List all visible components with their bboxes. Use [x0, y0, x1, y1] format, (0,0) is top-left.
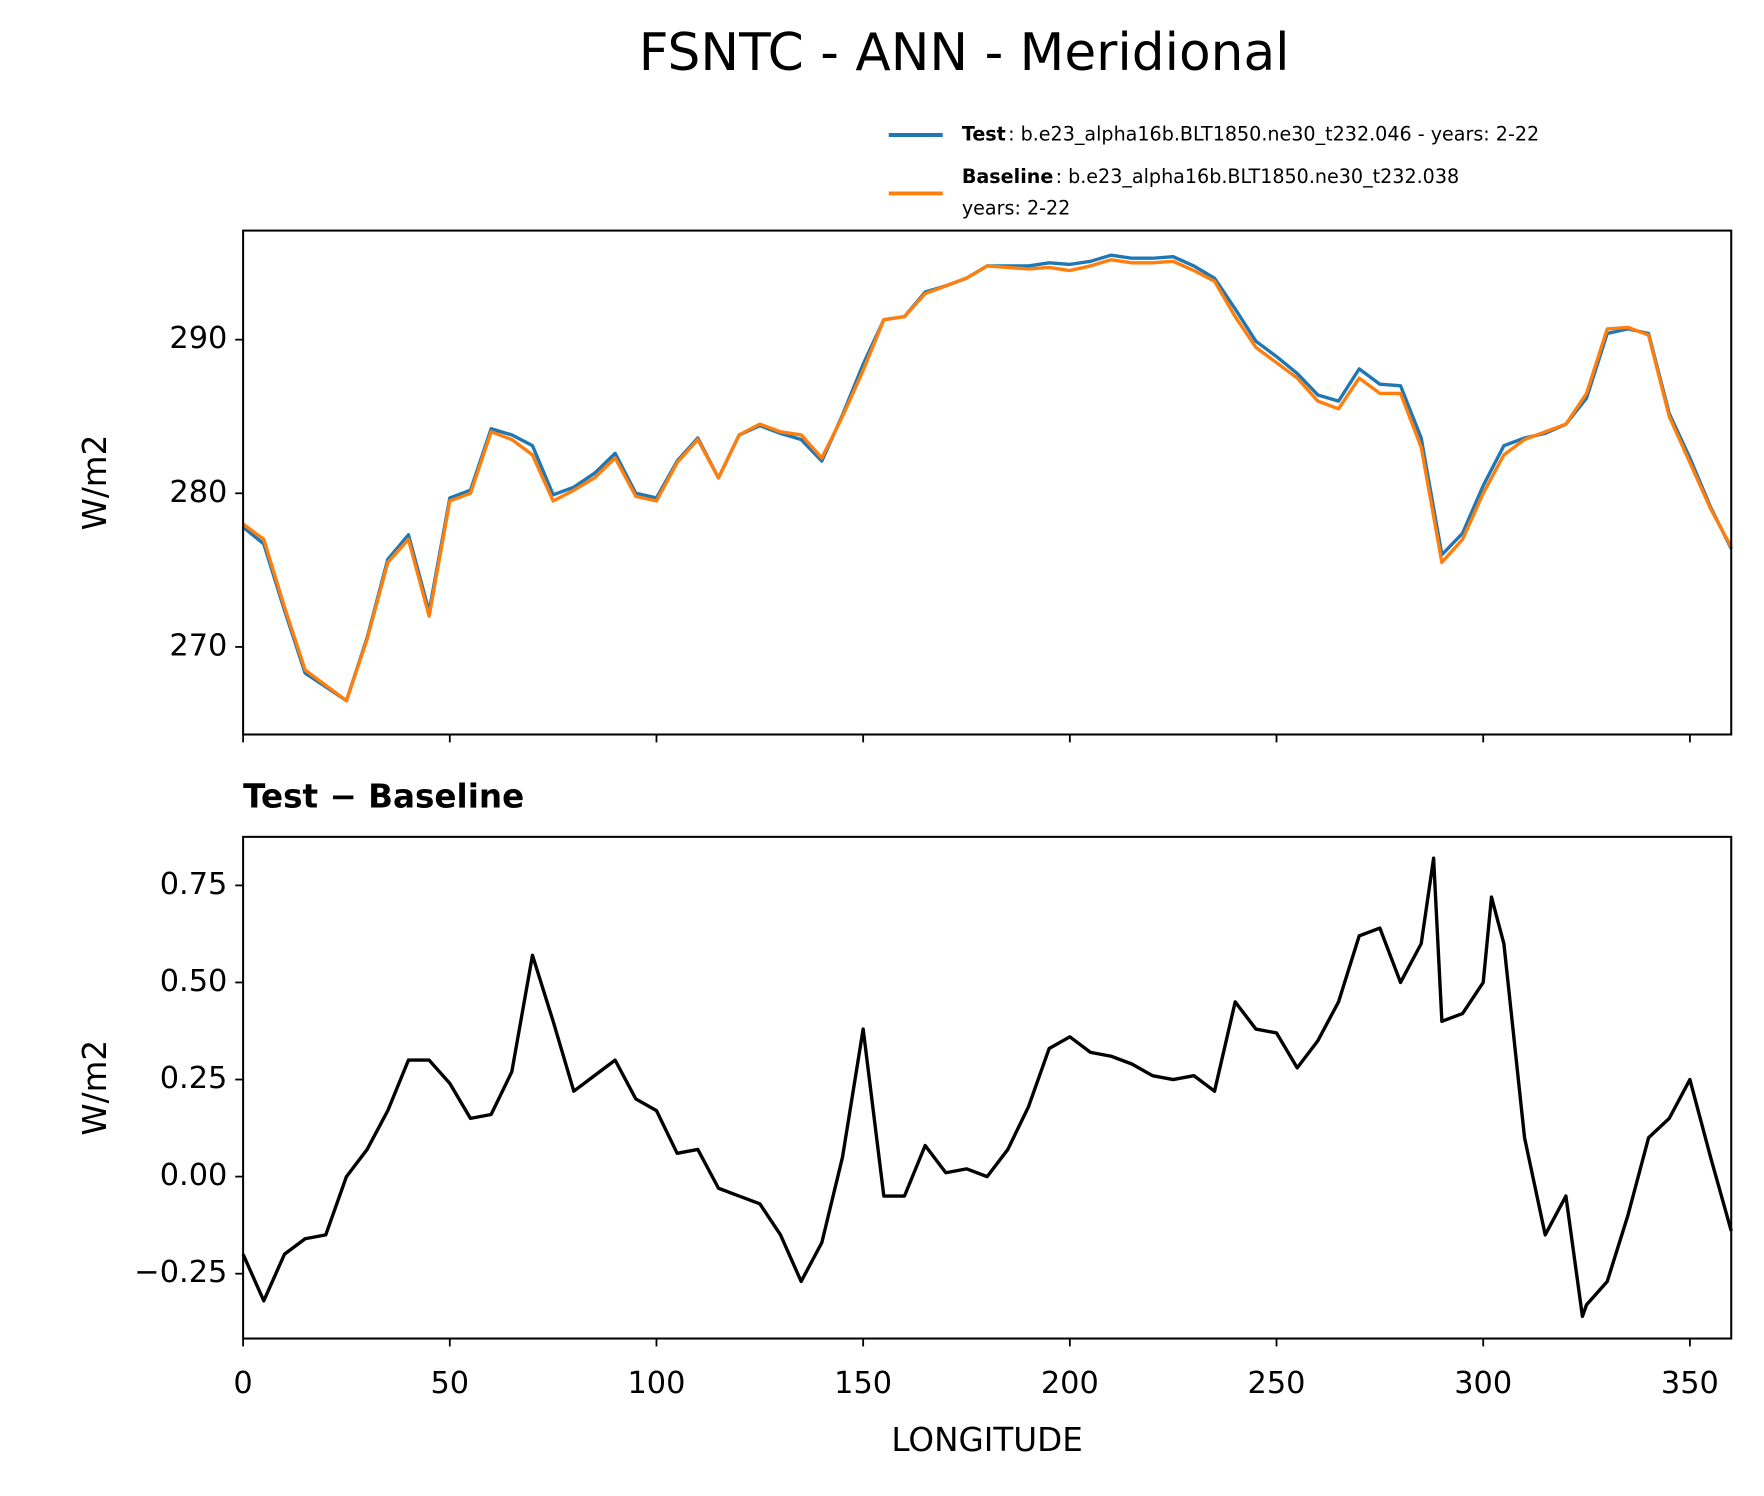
subplot-title: Test − Baseline [243, 778, 524, 816]
x-tick-label: 0 [233, 1366, 252, 1401]
y-tick-label: 290 [169, 321, 227, 356]
plot-frame [242, 835, 1733, 1340]
x-tick-label: 350 [1661, 1366, 1719, 1401]
y-tick-label: 280 [169, 475, 227, 510]
y-tick-label: 0.50 [160, 964, 228, 999]
plot-frame [242, 229, 1733, 736]
x-tick-label: 50 [430, 1366, 469, 1401]
x-tick-label: 250 [1248, 1366, 1306, 1401]
x-axis-label: LONGITUDE [891, 1421, 1082, 1459]
y-axis-label: W/m2 [76, 435, 114, 531]
legend-name: Test [962, 122, 1006, 145]
legend-text: years: 2-22 [962, 197, 1070, 220]
legend-text: : b.e23_alpha16b.BLT1850.ne30_t232.038 [1056, 165, 1460, 188]
y-tick-label: 0.25 [160, 1061, 228, 1096]
figure-title: FSNTC - ANN - Meridional [639, 23, 1290, 83]
x-tick-label: 150 [834, 1366, 892, 1401]
legend-name: Baseline [962, 165, 1053, 188]
y-axis-label: W/m2 [76, 1040, 114, 1136]
data-line [241, 856, 1733, 1319]
x-tick-label: 200 [1041, 1366, 1099, 1401]
data-line [242, 253, 1733, 703]
y-tick-label: 270 [169, 628, 227, 663]
y-tick-label: 0.00 [160, 1158, 228, 1193]
y-tick-label: −0.25 [134, 1255, 227, 1290]
x-tick-label: 100 [627, 1366, 685, 1401]
x-tick-label: 300 [1454, 1366, 1512, 1401]
y-tick-label: 0.75 [160, 867, 228, 902]
legend-text: : b.e23_alpha16b.BLT1850.ne30_t232.046 -… [1008, 122, 1539, 145]
data-line [242, 258, 1733, 703]
